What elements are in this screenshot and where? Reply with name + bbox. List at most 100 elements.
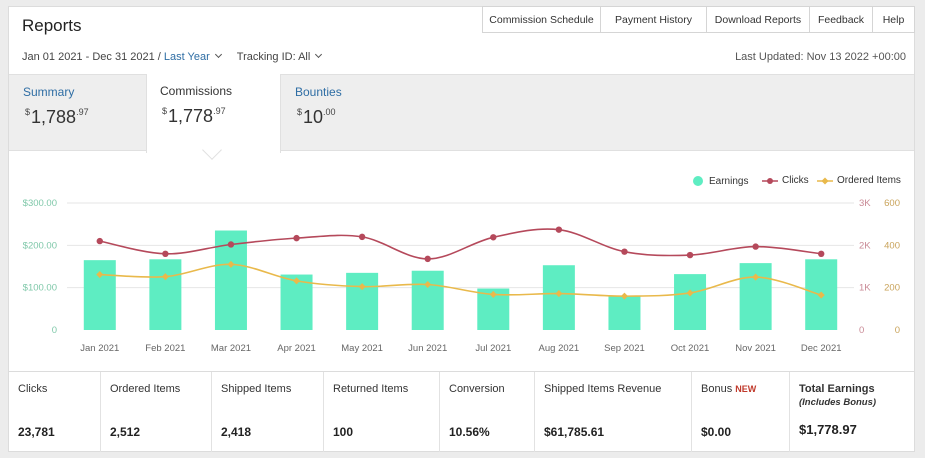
stat-clicks: Clicks 23,781 xyxy=(9,372,101,452)
stat-sublabel: (Includes Bonus) xyxy=(799,397,877,408)
x-tick-label: Jul 2021 xyxy=(475,343,511,354)
x-tick-label: Apr 2021 xyxy=(277,343,316,354)
legend-clicks[interactable]: Clicks xyxy=(762,175,809,186)
legend-clicks-label: Clicks xyxy=(782,175,809,186)
tracking-id-label: Tracking ID: All xyxy=(236,51,311,63)
legend-ordered-swatch xyxy=(821,176,829,185)
stat-value: 2,418 xyxy=(221,425,252,439)
stat-total-earnings: Total Earnings (Includes Bonus) $1,778.9… xyxy=(790,372,914,452)
ordered-items-point xyxy=(620,292,628,300)
stat-value: $61,785.61 xyxy=(544,425,605,439)
chevron-down-icon xyxy=(214,50,222,59)
y-left-tick-label: $100.00 xyxy=(23,283,57,294)
ordered-items-point xyxy=(358,283,366,291)
report-tabs: Summary $1,788.97 Commissions $1,778.97 … xyxy=(9,74,914,153)
tab-summary-amount: $1,788.97 xyxy=(25,107,89,127)
clicks-point xyxy=(96,237,103,245)
tab-commissions-label: Commissions xyxy=(160,84,233,98)
stat-value: 23,781 xyxy=(18,425,55,439)
tab-summary-label: Summary xyxy=(23,85,75,99)
x-tick-label: Oct 2021 xyxy=(671,343,710,354)
tab-commissions[interactable]: Commissions $1,778.97 xyxy=(146,74,281,153)
x-tick-label: Sep 2021 xyxy=(604,343,645,354)
clicks-point xyxy=(490,234,497,241)
earnings-bar xyxy=(346,272,379,330)
help-button[interactable]: Help xyxy=(872,6,915,33)
legend-earnings[interactable]: Earnings xyxy=(692,175,748,187)
clicks-point xyxy=(424,255,431,263)
new-badge: NEW xyxy=(735,384,757,394)
commission-schedule-button[interactable]: Commission Schedule xyxy=(482,6,601,33)
earnings-chart: Earnings Clicks Ordered Items $300.00 3K 6… xyxy=(9,157,914,369)
tab-bounties-amount: $10.00 xyxy=(297,107,336,127)
legend-ordered-items[interactable]: Ordered Items xyxy=(817,175,901,186)
chart-plot: $300.00 3K 600 $200.00 2K 400 $100.00 1K 200 0 0 0 J… xyxy=(23,198,900,354)
y-right-clicks-tick-label: 0 xyxy=(859,325,864,336)
earnings-bar xyxy=(83,260,116,330)
earnings-bar xyxy=(411,270,444,330)
clicks-line xyxy=(99,228,822,260)
clicks-point xyxy=(752,243,759,250)
ordered-items-point xyxy=(817,291,825,299)
page-title: Reports xyxy=(22,16,82,35)
stat-conversion: Conversion 10.56% xyxy=(440,372,535,452)
clicks-point xyxy=(621,248,628,255)
clicks-point xyxy=(358,233,366,241)
legend-earnings-swatch xyxy=(693,176,703,186)
payment-history-button[interactable]: Payment History xyxy=(600,6,707,33)
tracking-id-dropdown[interactable]: Tracking ID: All xyxy=(236,50,326,63)
stat-label: Bonus NEW xyxy=(701,383,757,395)
y-right-clicks-tick-label: 2K xyxy=(859,240,871,251)
y-right-ordered-tick-label: 400 xyxy=(884,240,900,251)
earnings-bar xyxy=(608,296,641,330)
ordered-items-point xyxy=(161,273,169,281)
y-left-tick-label: $300.00 xyxy=(23,198,57,209)
stat-label: Shipped Items xyxy=(221,383,292,395)
stat-shipped-items-revenue: Shipped Items Revenue $61,785.61 xyxy=(535,372,692,452)
x-tick-label: Mar 2021 xyxy=(211,343,251,354)
stat-value: $0.00 xyxy=(701,425,732,439)
tab-commissions-amount: $1,778.97 xyxy=(162,106,226,126)
legend-ordered-label: Ordered Items xyxy=(837,175,901,186)
legend-clicks-swatch xyxy=(767,177,773,184)
ordered-items-point xyxy=(293,277,301,285)
clicks-point xyxy=(162,250,169,257)
clicks-point xyxy=(293,234,300,242)
x-tick-label: Nov 2021 xyxy=(735,343,776,354)
clicks-point xyxy=(227,241,235,248)
legend-earnings-label: Earnings xyxy=(709,175,749,187)
y-left-tick-label: 0 xyxy=(52,325,57,336)
reports-page: Reports Commission Schedule Payment Hist… xyxy=(8,6,915,452)
date-preset-dropdown[interactable]: Last Year xyxy=(164,50,225,63)
stat-value: 2,512 xyxy=(110,425,141,439)
earnings-bar xyxy=(149,259,182,330)
earnings-bar xyxy=(542,265,575,330)
x-tick-label: Dec 2021 xyxy=(801,343,842,354)
stat-ordered-items: Ordered Items 2,512 xyxy=(101,372,212,452)
stats-bar: Clicks 23,781 Ordered Items 2,512 Shippe… xyxy=(9,371,914,452)
earnings-bar xyxy=(674,274,707,330)
tab-bounties-label: Bounties xyxy=(295,85,342,99)
y-right-ordered-tick-label: 200 xyxy=(884,283,900,294)
stat-returned-items: Returned Items 100 xyxy=(324,372,440,452)
ordered-items-point xyxy=(489,290,497,298)
y-right-ordered-tick-label: 0 xyxy=(895,325,900,336)
download-reports-button[interactable]: Download Reports xyxy=(706,6,810,33)
date-range: Jan 01 2021 - Dec 31 2021 / xyxy=(22,51,161,63)
feedback-button[interactable]: Feedback xyxy=(809,6,873,33)
ordered-items-point xyxy=(96,271,104,279)
earnings-bar xyxy=(739,263,772,330)
stat-label: Conversion xyxy=(449,383,505,395)
tab-summary[interactable]: Summary $1,788.97 xyxy=(23,75,143,152)
y-left-tick-label: $200.00 xyxy=(23,240,57,251)
clicks-point xyxy=(686,251,694,259)
x-tick-label: Jan 2021 xyxy=(80,343,119,354)
stat-value: $1,778.97 xyxy=(799,422,857,437)
tab-bounties[interactable]: Bounties $10.00 xyxy=(295,75,415,152)
stat-label: Clicks xyxy=(18,383,48,395)
ordered-items-point xyxy=(555,290,563,298)
stat-label: Ordered Items xyxy=(110,383,181,395)
stat-value: 10.56% xyxy=(449,425,490,439)
chevron-down-icon xyxy=(315,50,323,59)
stat-label: Returned Items xyxy=(333,383,409,395)
